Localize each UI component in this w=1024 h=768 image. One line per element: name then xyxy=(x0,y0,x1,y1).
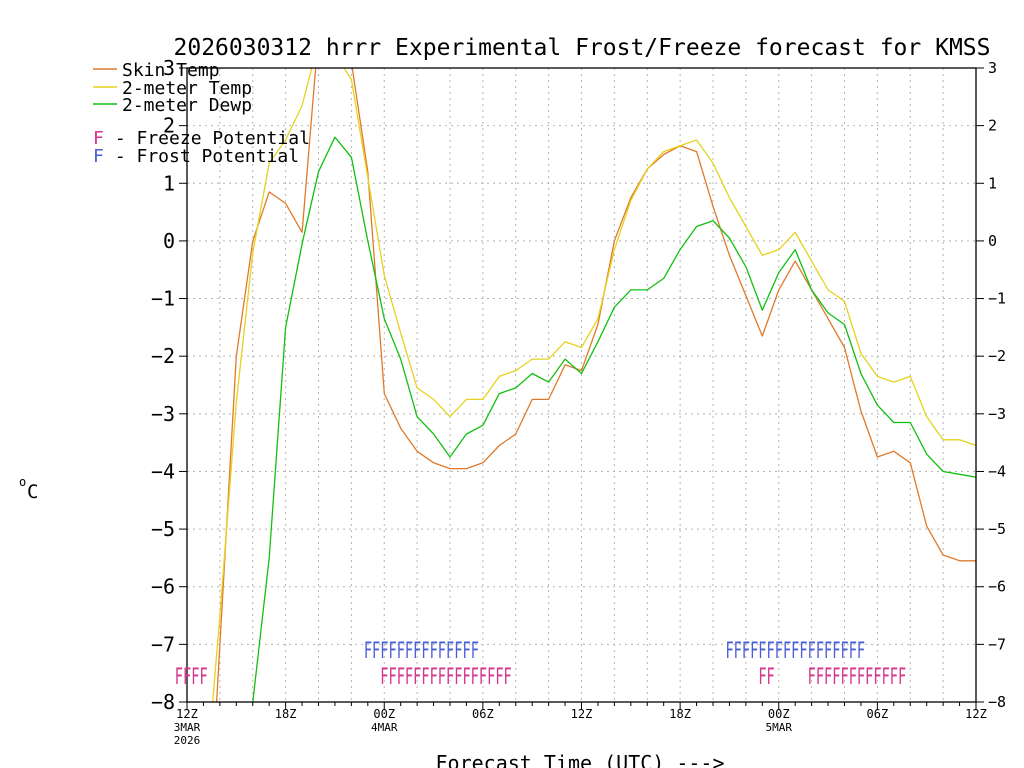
y-tick-label-left: −4 xyxy=(151,459,175,483)
y-tick-label-left: −6 xyxy=(151,575,175,599)
flag-run-freeze-potential: FF xyxy=(758,665,774,690)
x-tick-label: 12Z xyxy=(571,707,593,721)
x-tick-label: 18Z xyxy=(669,707,691,721)
y-tick-label-left: −3 xyxy=(151,402,175,426)
y-tick-label-right: 3 xyxy=(988,59,997,77)
series-line-skin-temp xyxy=(215,68,976,702)
legend: Skin Temp 2-meter Temp 2-meter Dewp F - … xyxy=(93,60,310,167)
flag-run-freeze-potential: FFFF xyxy=(175,665,208,690)
legend-label-skin-temp: Skin Temp xyxy=(122,60,220,81)
y-tick-label-left: −1 xyxy=(151,287,175,311)
flag-run-freeze-potential: FFFFFFFFFFFFFFFF xyxy=(380,665,512,690)
y-tick-label-right: −3 xyxy=(988,405,1006,423)
y-tick-label-left: 1 xyxy=(163,171,175,195)
flag-run-freeze-potential: FFFFFFFFFFFF xyxy=(808,665,907,690)
x-tick-date-label: 3MAR xyxy=(174,721,201,734)
legend-freeze-letter: F xyxy=(93,128,104,149)
x-tick-label: 12Z xyxy=(965,707,987,721)
y-tick-label-left: 2 xyxy=(163,114,175,138)
y-tick-label-right: 1 xyxy=(988,174,997,192)
y-axis-unit-c: C xyxy=(27,481,38,503)
axes: 3 3 2 2 1 1 0 0 −1 −1 −2 −2 −3 −3 −4 −4 −5 −5 −6 −6 −7 −7 −8 −8… xyxy=(151,56,1006,747)
y-axis-unit-degree: o xyxy=(19,475,26,489)
x-tick-label: 06Z xyxy=(472,707,494,721)
series-lines xyxy=(212,68,976,702)
y-tick-label-right: −7 xyxy=(988,635,1006,653)
x-tick-year-label: 2026 xyxy=(174,734,201,747)
x-tick-label: 06Z xyxy=(867,707,889,721)
y-tick-label-left: −8 xyxy=(151,690,175,714)
x-tick-date-label: 4MAR xyxy=(371,721,398,734)
x-tick-label: 00Z xyxy=(373,707,395,721)
legend-label-2m-dewp: 2-meter Dewp xyxy=(122,95,252,116)
y-tick-label-right: −2 xyxy=(988,347,1006,365)
y-tick-label-left: 3 xyxy=(163,56,175,80)
y-tick-label-right: −6 xyxy=(988,578,1006,596)
series-line-2-meter-dewp xyxy=(252,136,976,702)
y-tick-label-left: −5 xyxy=(151,517,175,541)
legend-label-2m-temp: 2-meter Temp xyxy=(122,78,252,99)
y-tick-label-right: −4 xyxy=(988,462,1006,480)
y-tick-label-right: 0 xyxy=(988,232,997,250)
x-tick-date-label: 5MAR xyxy=(766,721,793,734)
flag-run-frost-potential: FFFFFFFFFFFFFF xyxy=(364,639,479,664)
legend-frost-text: - Frost Potential xyxy=(104,146,299,167)
series-line-2-meter-temp xyxy=(212,68,976,702)
y-tick-label-right: −5 xyxy=(988,520,1006,538)
flag-run-frost-potential: FFFFFFFFFFFFFFFFF xyxy=(725,639,865,664)
legend-frost-letter: F xyxy=(93,146,104,167)
x-axis-label: Forecast Time (UTC) ---> xyxy=(436,751,725,768)
y-tick-label-left: −2 xyxy=(151,344,175,368)
x-tick-label: 12Z xyxy=(176,707,198,721)
y-tick-label-left: 0 xyxy=(163,229,175,253)
y-tick-label-right: −1 xyxy=(988,290,1006,308)
chart-title: 2026030312 hrrr Experimental Frost/Freez… xyxy=(174,35,991,61)
grid-lines xyxy=(187,68,976,702)
legend-freeze-text: - Freeze Potential xyxy=(104,128,310,149)
y-tick-label-right: 2 xyxy=(988,117,997,135)
y-tick-label-left: −7 xyxy=(151,632,175,656)
y-tick-label-right: −8 xyxy=(988,693,1006,711)
x-tick-label: 00Z xyxy=(768,707,790,721)
x-tick-label: 18Z xyxy=(275,707,297,721)
